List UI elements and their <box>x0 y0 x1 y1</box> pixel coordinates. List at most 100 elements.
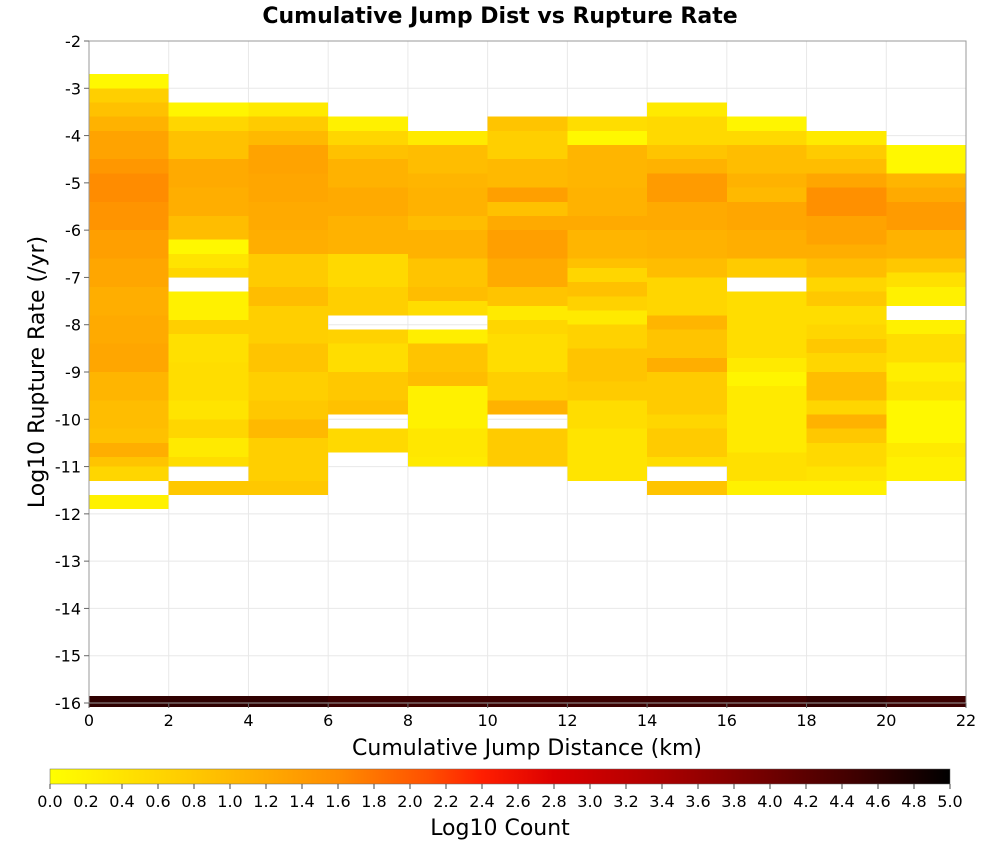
heatmap-cell <box>567 381 648 401</box>
x-tick-label: 20 <box>876 711 896 730</box>
heatmap-cell <box>886 457 966 481</box>
heatmap-cell <box>567 187 648 216</box>
heatmap-cell <box>487 187 568 202</box>
colorbar-tick-label: 0.8 <box>181 792 206 811</box>
heatmap-cell <box>726 187 807 202</box>
heatmap-cell <box>248 372 329 401</box>
heatmap-cell <box>407 343 488 372</box>
heatmap-cell <box>89 343 169 372</box>
heatmap-cells <box>89 74 966 707</box>
heatmap-cell <box>248 102 329 117</box>
heatmap-cell <box>89 315 169 344</box>
heatmap-cell <box>567 324 648 349</box>
heatmap-cell <box>168 253 249 268</box>
heatmap-cell <box>328 372 408 401</box>
heatmap-cell <box>726 386 807 453</box>
heatmap-cell <box>806 173 887 188</box>
y-tick-label: -3 <box>65 79 81 98</box>
heatmap-cell <box>248 480 329 495</box>
heatmap-cell <box>647 173 727 202</box>
heatmap-cell <box>407 187 488 216</box>
heatmap-cell <box>647 457 727 467</box>
heatmap-cell <box>567 267 648 283</box>
heatmap-cell <box>567 230 648 259</box>
chart-title: Cumulative Jump Dist vs Rupture Rate <box>262 4 737 29</box>
heatmap-cell <box>248 253 329 287</box>
heatmap-cell <box>886 201 966 231</box>
heatmap-cell <box>806 480 887 495</box>
colorbar-tick-label: 2.8 <box>541 792 566 811</box>
heatmap-cell <box>487 230 568 259</box>
heatmap-cell <box>407 301 488 316</box>
heatmap-cell <box>806 414 887 429</box>
heatmap-cell <box>886 272 966 287</box>
heatmap-cell <box>407 130 488 146</box>
heatmap-cell <box>726 695 807 707</box>
heatmap-cell <box>168 334 249 363</box>
heatmap-cell <box>647 277 727 316</box>
colorbar-tick-label: 2.2 <box>433 792 458 811</box>
heatmap-cell <box>726 145 807 174</box>
heatmap-cell <box>806 258 887 278</box>
heatmap-cell <box>806 442 887 467</box>
heatmap-cell <box>806 428 887 443</box>
y-tick-label: -14 <box>55 599 81 618</box>
heatmap-cell <box>328 116 408 131</box>
heatmap-cell <box>726 230 807 259</box>
heatmap-cell <box>248 230 329 254</box>
y-tick-label: -13 <box>55 552 81 571</box>
colorbar-tick-label: 0.4 <box>109 792 134 811</box>
heatmap-cell <box>886 334 966 363</box>
y-tick-label: -2 <box>65 32 81 51</box>
heatmap-cell <box>89 258 169 287</box>
colorbar-tick-label: 1.6 <box>325 792 350 811</box>
x-axis-ticks: 0 2 4 6 8 10 12 14 16 18 20 22 <box>84 703 976 730</box>
heatmap-cell <box>487 286 568 306</box>
heatmap-cell <box>168 438 249 458</box>
x-tick-label: 10 <box>477 711 497 730</box>
x-tick-label: 18 <box>796 711 816 730</box>
heatmap-cell <box>328 428 408 453</box>
heatmap-cell <box>328 286 408 316</box>
heatmap-cell <box>168 187 249 216</box>
heatmap-cell <box>89 457 169 467</box>
heatmap-cell <box>567 428 648 481</box>
heatmap-cell <box>567 116 648 131</box>
heatmap-cell <box>168 116 249 131</box>
heatmap-cell <box>886 187 966 202</box>
y-axis-ticks: -2 -3 -4 -5 -6 -7 -8 -9 -10 -11 -12 -13 -14 -15 -16 <box>55 32 89 713</box>
heatmap-cell <box>886 319 966 335</box>
heatmap-cell <box>647 201 727 231</box>
x-tick-label: 4 <box>243 711 253 730</box>
heatmap-cell <box>89 428 169 443</box>
colorbar-tick-label: 3.6 <box>685 792 710 811</box>
heatmap-cell <box>726 372 807 387</box>
colorbar-tick-label: 0.2 <box>73 792 98 811</box>
heatmap-cell <box>487 215 568 231</box>
heatmap-cell <box>647 414 727 429</box>
x-tick-label: 6 <box>323 711 333 730</box>
y-tick-label: -5 <box>65 174 81 193</box>
heatmap-cell <box>886 173 966 188</box>
colorbar-tick-label: 1.0 <box>217 792 242 811</box>
colorbar-tick-label: 4.4 <box>829 792 854 811</box>
y-tick-label: -15 <box>55 647 81 666</box>
colorbar <box>49 768 951 785</box>
heatmap-cell <box>647 329 727 358</box>
heatmap-cell <box>487 159 568 174</box>
heatmap-cell <box>89 102 169 117</box>
heatmap-cell <box>647 258 727 278</box>
heatmap-cell <box>168 159 249 188</box>
heatmap-cell <box>89 400 169 429</box>
heatmap-cell <box>487 428 568 467</box>
heatmap-cell <box>726 258 807 278</box>
heatmap-cell <box>407 173 488 188</box>
heatmap-cell <box>407 230 488 259</box>
heatmap-cell <box>89 130 169 160</box>
heatmap-cell <box>407 145 488 174</box>
heatmap-cell <box>168 480 249 495</box>
heatmap-cell <box>886 381 966 401</box>
heatmap-cell <box>487 116 568 131</box>
